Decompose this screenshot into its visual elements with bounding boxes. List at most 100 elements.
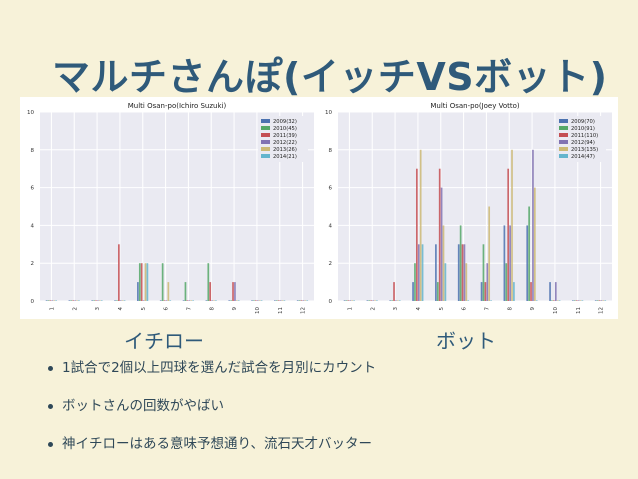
x-tick-label: 9 (530, 307, 536, 311)
legend-label: 2010(45) (273, 126, 297, 132)
bar (553, 300, 555, 301)
bar (551, 300, 553, 301)
x-tick-label: 2 (72, 307, 78, 311)
bar (419, 149, 422, 301)
bar (370, 300, 373, 301)
chart-votto: 0 2 4 6 8 10 1 2 3 4 5 6 7 8 9 10 11 12 Multi Osan-po(Joey… (318, 97, 618, 319)
bar (123, 300, 126, 301)
bar (258, 300, 261, 301)
bar (533, 187, 536, 301)
bar (232, 282, 234, 301)
bar (138, 263, 141, 301)
bar (480, 282, 483, 301)
chart-label-votto: ボット (436, 329, 496, 353)
bar (438, 168, 441, 301)
bar (577, 300, 580, 301)
y-tick-label: 8 (329, 148, 333, 154)
x-tick-label: 11 (278, 307, 284, 314)
y-tick-label: 0 (329, 299, 333, 305)
bar (503, 225, 506, 301)
bar (602, 300, 605, 301)
legend-label: 2010(91) (571, 126, 595, 132)
bar (374, 300, 376, 301)
bar (68, 300, 71, 301)
bar (116, 300, 118, 301)
legend-label: 2014(21) (273, 154, 297, 160)
bar (95, 300, 97, 301)
y-tick-label: 4 (329, 223, 333, 229)
legend-label: 2011(39) (273, 133, 297, 139)
bar (507, 168, 510, 301)
bar (511, 149, 513, 301)
bar (237, 300, 240, 301)
bullet-text: 神イチローはある意味予想通り、流石天才バッター (62, 436, 372, 452)
bullet-dot-icon (48, 404, 53, 409)
bar (556, 300, 559, 301)
bar (459, 225, 462, 301)
bullet-dot-icon (48, 442, 53, 447)
bar (366, 300, 369, 301)
chart-label-ichiro: イチロー (124, 329, 204, 353)
legend-swatch (559, 126, 568, 130)
bar (53, 300, 56, 301)
x-tick-label: 7 (186, 307, 192, 311)
bar (463, 244, 466, 301)
bar (600, 300, 603, 301)
bar (306, 300, 309, 301)
bar (558, 300, 561, 301)
bar (412, 282, 414, 301)
bar (594, 300, 597, 301)
bar (343, 300, 346, 301)
y-tick-label: 6 (329, 186, 333, 192)
x-tick-label: 8 (507, 307, 513, 311)
bar (209, 282, 212, 301)
bar (457, 244, 460, 301)
bullet-dot-icon (48, 366, 53, 371)
y-tick-label: 0 (31, 299, 35, 305)
bar (55, 300, 57, 301)
bar (137, 282, 139, 301)
x-tick-label: 5 (141, 307, 147, 311)
x-tick-label: 4 (118, 307, 124, 311)
bar (304, 300, 307, 301)
x-tick-label: 10 (255, 307, 261, 314)
y-tick-label: 2 (31, 261, 35, 267)
bar (416, 168, 418, 301)
bar (442, 225, 445, 301)
bar (119, 300, 122, 301)
bar (532, 149, 534, 301)
legend-swatch (559, 133, 568, 137)
legend-swatch (261, 147, 270, 151)
x-tick-label: 9 (232, 307, 238, 311)
bar (228, 300, 231, 301)
bar (159, 300, 162, 301)
y-tick-label: 4 (31, 223, 35, 229)
bar (435, 244, 437, 301)
legend-swatch (559, 147, 568, 151)
bar (256, 300, 259, 301)
bar (277, 300, 280, 301)
bar (49, 300, 52, 301)
bar (396, 300, 399, 301)
bullet-item: 1試合で2個以上四球を選んだ試合を月別にカウント (44, 357, 624, 379)
bar (167, 282, 170, 301)
bar (235, 300, 238, 301)
x-tick-label: 8 (209, 307, 215, 311)
bar (169, 300, 172, 301)
bar (255, 300, 257, 301)
bar (572, 300, 574, 301)
bar (581, 300, 584, 301)
bar (98, 300, 101, 301)
bar (165, 300, 168, 301)
x-tick-label: 3 (95, 307, 101, 311)
bar (417, 244, 420, 301)
bar (372, 300, 374, 301)
bullet-item: 神イチローはある意味予想通り、流石天才バッター (44, 433, 624, 455)
x-tick-label: 3 (393, 307, 399, 311)
bar (490, 300, 492, 301)
bar (118, 244, 120, 301)
bar (513, 282, 515, 301)
bar (274, 300, 276, 301)
x-tick-label: 10 (553, 307, 559, 314)
bar (253, 300, 255, 301)
